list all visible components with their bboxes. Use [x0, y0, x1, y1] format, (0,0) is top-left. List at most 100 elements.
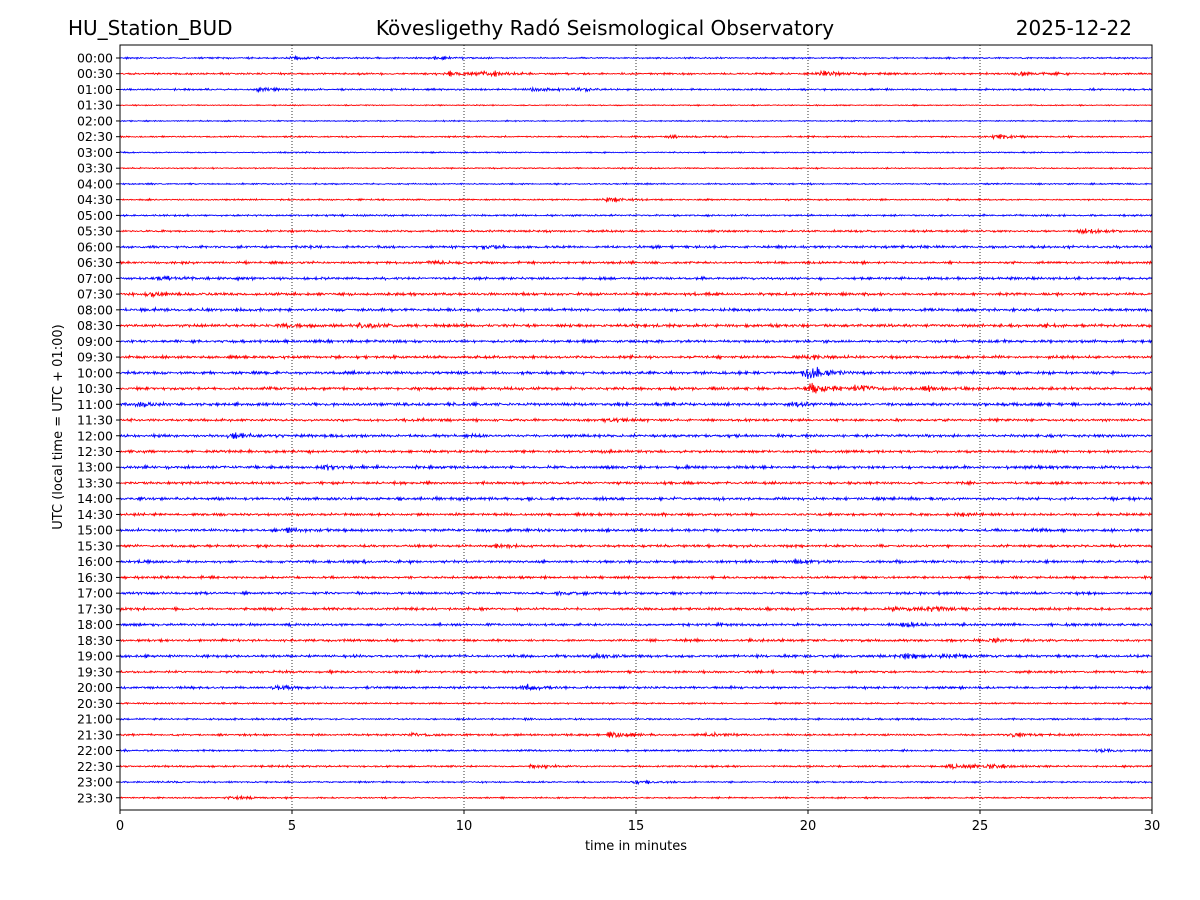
y-tick-label-44: 22:00 [77, 743, 113, 758]
x-tick-label-0: 0 [116, 819, 124, 834]
trace-1000 [119, 366, 1153, 379]
y-tick-label-42: 21:00 [77, 712, 113, 727]
trace-1930 [119, 668, 1153, 676]
trace-1900 [119, 652, 1153, 660]
y-tick-label-13: 06:30 [77, 255, 113, 270]
trace-1100 [119, 400, 1152, 408]
trace-0730 [119, 290, 1153, 299]
trace-1730 [119, 605, 1153, 613]
station-title: HU_Station_BUD [68, 16, 233, 40]
y-tick-label-6: 03:00 [77, 145, 113, 160]
y-tick-label-10: 05:00 [77, 208, 113, 223]
trace-0200 [119, 119, 1153, 123]
y-tick-label-28: 14:00 [77, 491, 113, 506]
trace-1700 [119, 589, 1153, 597]
y-tick-label-27: 13:30 [77, 475, 113, 490]
y-tick-label-23: 11:30 [77, 413, 113, 428]
trace-2130 [119, 731, 1153, 739]
y-tick-label-4: 02:00 [77, 113, 113, 128]
trace-2100 [119, 717, 1153, 722]
y-tick-label-2: 01:00 [77, 82, 113, 97]
y-tick-label-20: 10:00 [77, 365, 113, 380]
trace-0600 [119, 243, 1153, 251]
y-tick-label-37: 18:30 [77, 633, 113, 648]
y-tick-label-33: 16:30 [77, 570, 113, 585]
y-tick-label-8: 04:00 [77, 176, 113, 191]
observatory-title: Köveslig­ethy Radó Seismological Observa… [375, 16, 835, 40]
trace-1600 [119, 558, 1153, 566]
y-tick-label-32: 16:00 [77, 554, 113, 569]
trace-1530 [119, 542, 1153, 550]
x-tick-label-3: 15 [628, 819, 645, 834]
trace-0000 [119, 54, 1153, 61]
y-tick-label-43: 21:30 [77, 727, 113, 742]
y-tick-label-41: 20:30 [77, 696, 113, 711]
y-tick-label-36: 18:00 [77, 617, 113, 632]
x-tick-label-4: 20 [800, 819, 817, 834]
x-tick-label-6: 30 [1144, 819, 1161, 834]
trace-0130 [119, 103, 1153, 107]
trace-0630 [119, 259, 1153, 266]
trace-1630 [119, 574, 1153, 581]
x-tick-label-5: 25 [972, 819, 989, 834]
y-tick-label-47: 23:30 [77, 790, 113, 805]
trace-0500 [119, 213, 1153, 218]
trace-1300 [119, 463, 1153, 471]
y-tick-label-40: 20:00 [77, 680, 113, 695]
y-tick-label-38: 19:00 [77, 649, 113, 664]
trace-1500 [119, 526, 1153, 534]
y-tick-label-26: 13:00 [77, 460, 113, 475]
trace-0330 [119, 166, 1153, 170]
y-tick-label-17: 08:30 [77, 318, 113, 333]
y-tick-label-15: 07:30 [77, 287, 113, 302]
y-tick-label-24: 12:00 [77, 428, 113, 443]
trace-2200 [119, 747, 1153, 754]
y-tick-label-14: 07:00 [77, 271, 113, 286]
y-tick-label-45: 22:30 [77, 759, 113, 774]
y-ticks: 00:0000:3001:0001:3002:0002:3003:0003:30… [77, 51, 120, 805]
trace-1030 [119, 382, 1153, 394]
y-tick-label-39: 19:30 [77, 664, 113, 679]
trace-0430 [119, 197, 1153, 203]
trace-1330 [119, 479, 1153, 487]
y-tick-label-34: 17:00 [77, 586, 113, 601]
x-tick-label-1: 5 [288, 819, 296, 834]
trace-0530 [119, 227, 1153, 235]
x-axis-label: time in minutes [585, 839, 687, 854]
trace-1200 [119, 432, 1153, 440]
seismic-traces [119, 54, 1153, 801]
trace-1230 [119, 447, 1153, 456]
trace-0700 [119, 275, 1153, 282]
y-tick-label-0: 00:00 [77, 51, 113, 66]
trace-0800 [119, 306, 1153, 314]
y-tick-label-1: 00:30 [77, 66, 113, 81]
y-tick-label-19: 09:30 [77, 350, 113, 365]
trace-0930 [119, 353, 1153, 361]
y-tick-label-9: 04:30 [77, 192, 113, 207]
trace-2030 [119, 701, 1153, 706]
y-tick-label-25: 12:30 [77, 444, 113, 459]
trace-1800 [119, 621, 1153, 629]
trace-1430 [119, 511, 1153, 518]
trace-0830 [119, 322, 1153, 330]
y-tick-label-12: 06:00 [77, 239, 113, 254]
trace-2300 [119, 779, 1153, 786]
trace-2000 [119, 683, 1153, 692]
y-tick-label-5: 02:30 [77, 129, 113, 144]
trace-2330 [119, 794, 1153, 801]
trace-0230 [119, 133, 1153, 141]
trace-0300 [119, 150, 1153, 155]
y-tick-label-31: 15:30 [77, 538, 113, 553]
x-tick-label-2: 10 [456, 819, 473, 834]
trace-1130 [119, 416, 1153, 424]
x-ticks: 0 5 10 15 20 25 30 [116, 810, 1160, 834]
y-tick-label-7: 03:30 [77, 161, 113, 176]
trace-0100 [119, 86, 1153, 94]
y-tick-label-16: 08:00 [77, 302, 113, 317]
y-tick-label-3: 01:30 [77, 98, 113, 113]
y-tick-label-11: 05:30 [77, 224, 113, 239]
grid-lines [291, 45, 981, 810]
y-tick-label-46: 23:00 [77, 775, 113, 790]
y-tick-label-35: 17:30 [77, 601, 113, 616]
